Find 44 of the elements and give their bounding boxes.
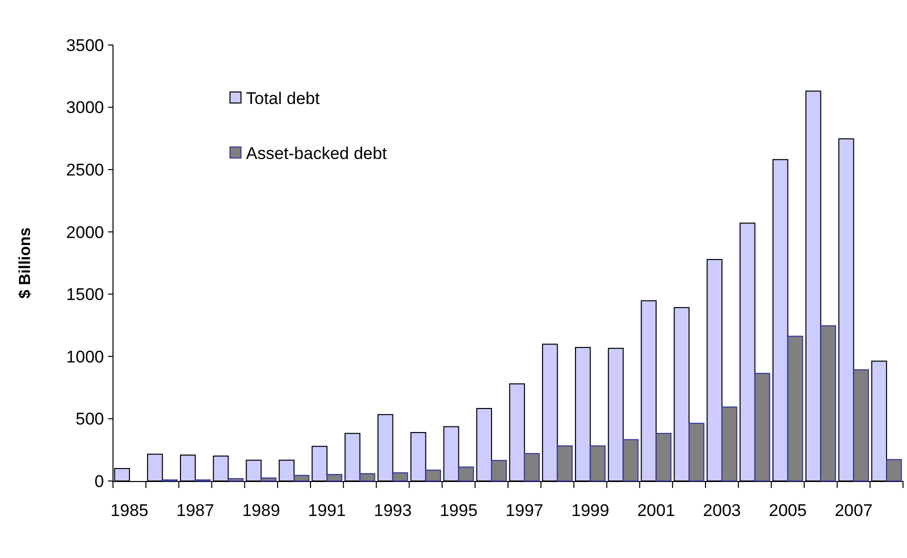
legend-label: Total debt xyxy=(246,88,320,108)
bar xyxy=(524,453,540,482)
x-tick-label: 1991 xyxy=(308,501,346,520)
x-tick-label: 1997 xyxy=(506,501,544,520)
bar xyxy=(754,372,770,482)
x-tick-label: 2001 xyxy=(637,501,676,520)
legend-label: Asset-backed debt xyxy=(246,144,388,163)
x-tick-label: 1985 xyxy=(110,501,148,520)
x-tick-label: 2007 xyxy=(834,501,873,520)
bar xyxy=(294,474,310,482)
bar xyxy=(425,470,442,482)
x-tick-label: 2005 xyxy=(768,501,807,520)
x-tick-label: 1987 xyxy=(176,501,214,520)
bar xyxy=(458,466,474,482)
x-tick-label: 1989 xyxy=(242,501,280,520)
y-tick-label: 3500 xyxy=(66,36,104,55)
y-tick-label: 2500 xyxy=(66,160,104,180)
bar xyxy=(326,474,342,482)
bar xyxy=(556,445,573,482)
x-tick-label: 1995 xyxy=(440,501,478,520)
y-tick-label: 3000 xyxy=(66,98,104,118)
bar xyxy=(656,432,672,482)
bar xyxy=(228,478,244,482)
y-tick-label: 0 xyxy=(94,472,104,491)
bar xyxy=(392,472,408,482)
bar xyxy=(590,445,606,482)
bar xyxy=(622,439,639,482)
x-tick-label: 1999 xyxy=(571,501,610,520)
y-tick-label: 2000 xyxy=(66,222,104,242)
bar xyxy=(853,369,869,482)
x-tick-label: 1993 xyxy=(374,501,412,520)
x-tick-label: 2003 xyxy=(703,501,741,520)
y-tick-label: 1500 xyxy=(66,285,104,304)
bar xyxy=(260,478,276,482)
y-axis-title: $ Billions xyxy=(17,227,34,299)
bar xyxy=(359,473,376,482)
y-tick-label: 500 xyxy=(76,410,104,429)
bar xyxy=(721,406,738,482)
bar xyxy=(688,422,704,482)
bar xyxy=(491,460,507,482)
bar xyxy=(787,336,804,482)
bar xyxy=(820,325,836,482)
y-tick-label: 1000 xyxy=(66,347,104,366)
bar xyxy=(886,459,902,482)
